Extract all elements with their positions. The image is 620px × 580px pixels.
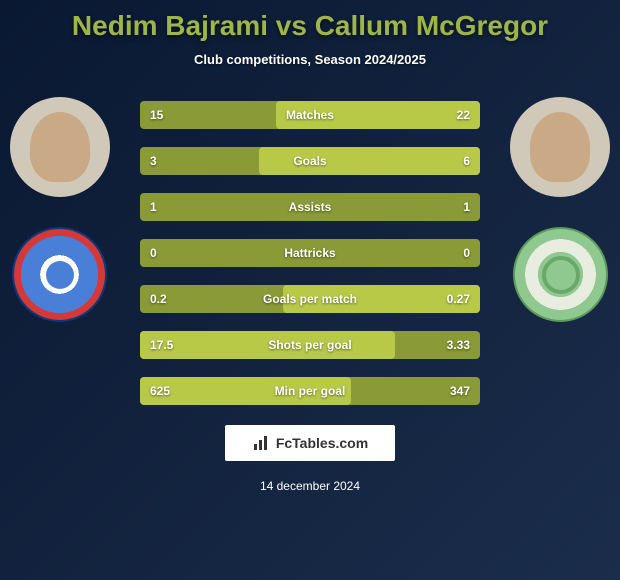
date-text: 14 december 2024 [0,479,620,493]
team-badge-left [12,227,107,322]
stat-value-left: 1 [150,200,157,214]
stat-value-left: 0.2 [150,292,167,306]
stat-value-left: 0 [150,246,157,260]
stat-value-right: 6 [463,154,470,168]
page-subtitle: Club competitions, Season 2024/2025 [0,52,620,67]
page-title: Nedim Bajrami vs Callum McGregor [0,0,620,42]
team-badge-right [513,227,608,322]
stat-value-right: 22 [457,108,470,122]
stat-row: 3 Goals 6 [140,147,480,175]
stat-row: 17.5 Shots per goal 3.33 [140,331,480,359]
player-avatar-left [10,97,110,197]
stat-row: 0 Hattricks 0 [140,239,480,267]
stat-label: Min per goal [275,384,346,398]
stat-value-left: 625 [150,384,170,398]
stat-label: Goals per match [263,292,357,306]
stat-value-left: 15 [150,108,163,122]
stat-value-right: 3.33 [447,338,470,352]
footer-text: FcTables.com [276,435,368,451]
stat-label: Matches [286,108,334,122]
stats-container: 15 Matches 22 3 Goals 6 1 Assists 1 0 Hattricks 0 0.… [140,97,480,405]
stat-label: Shots per goal [268,338,351,352]
stat-value-right: 1 [463,200,470,214]
stat-label: Goals [293,154,326,168]
stat-value-right: 347 [450,384,470,398]
player-avatar-right [510,97,610,197]
content-area: 15 Matches 22 3 Goals 6 1 Assists 1 0 Hattricks 0 0.… [0,97,620,405]
stat-value-right: 0.27 [447,292,470,306]
stat-value-right: 0 [463,246,470,260]
stat-label: Hattricks [284,246,335,260]
stat-fill-right [259,147,480,175]
stat-value-left: 3 [150,154,157,168]
chart-icon [252,434,270,452]
stat-row: 1 Assists 1 [140,193,480,221]
stat-row: 625 Min per goal 347 [140,377,480,405]
stat-row: 0.2 Goals per match 0.27 [140,285,480,313]
stat-row: 15 Matches 22 [140,101,480,129]
stat-value-left: 17.5 [150,338,173,352]
stat-label: Assists [289,200,332,214]
footer-badge: FcTables.com [225,425,395,461]
